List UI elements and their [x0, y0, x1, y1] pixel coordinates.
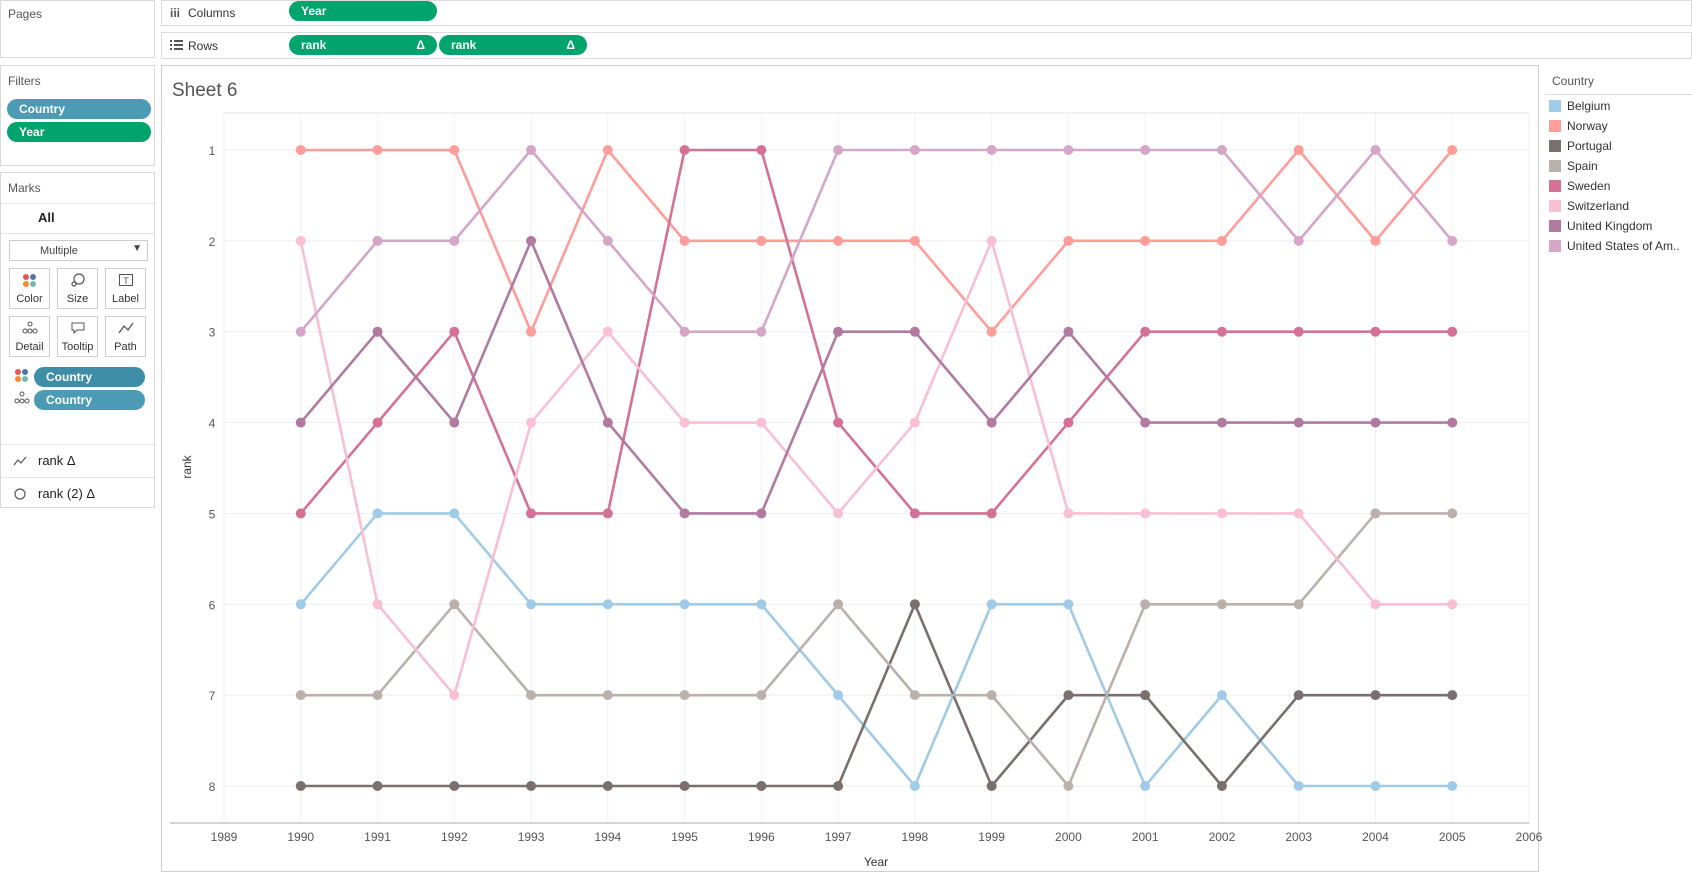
legend-swatch: [1549, 180, 1561, 192]
detail-field-pill[interactable]: Country: [34, 390, 145, 410]
chevron-down-icon: ▼: [132, 243, 142, 254]
legend-label: United Kingdom: [1567, 219, 1653, 233]
color-button[interactable]: Color: [9, 268, 50, 309]
legend-swatch: [1549, 140, 1561, 152]
marks-title: Marks: [8, 181, 41, 195]
filter-pill-country[interactable]: Country: [7, 99, 151, 119]
legend-label: Norway: [1567, 119, 1608, 133]
path-button[interactable]: Path: [105, 316, 146, 357]
mark-type-dropdown[interactable]: Multiple ▼: [9, 240, 148, 261]
rows-pill-rank-1-label: rank: [301, 38, 327, 52]
legend-label: Belgium: [1567, 99, 1611, 113]
columns-label: Columns: [188, 6, 236, 20]
detail-icon: [10, 321, 49, 338]
legend-swatch: [1549, 200, 1561, 212]
measure-tab-rank-label: rank Δ: [38, 453, 76, 468]
filters-title: Filters: [8, 74, 41, 88]
pages-title: Pages: [8, 7, 43, 21]
tooltip-button[interactable]: Tooltip: [57, 316, 98, 357]
svg-text:T: T: [123, 276, 129, 286]
circle-mark-icon: [13, 487, 27, 506]
filters-card: Filters Country Year: [0, 65, 155, 166]
detail-button-label: Detail: [15, 341, 44, 353]
label-icon: T: [106, 273, 145, 290]
legend-swatch: [1549, 100, 1561, 112]
color-dots-icon: [14, 368, 30, 387]
legend-swatch: [1549, 160, 1561, 172]
measure-tab-rank-2-label: rank (2) Δ: [38, 486, 96, 501]
legend-label: Spain: [1567, 159, 1598, 173]
columns-icon: iii: [170, 6, 181, 20]
size-button[interactable]: Size: [57, 268, 98, 309]
line-mark-icon: [13, 454, 27, 472]
path-icon: [106, 321, 145, 338]
pages-card: Pages: [0, 0, 155, 58]
delta-icon: Δ: [416, 38, 425, 52]
legend-panel: Country: [1545, 65, 1692, 256]
legend-swatch: [1549, 240, 1561, 252]
delta-icon: Δ: [566, 38, 575, 52]
mark-type-value: Multiple: [40, 245, 78, 257]
label-button[interactable]: T Label: [105, 268, 146, 309]
marks-card: Marks All Multiple ▼ Color Size T Label …: [0, 172, 155, 508]
rows-pill-rank-1[interactable]: rank Δ: [289, 35, 437, 55]
measure-tab-rank[interactable]: rank Δ: [1, 445, 154, 476]
tooltip-icon: [58, 321, 97, 338]
color-field-pill[interactable]: Country: [34, 367, 145, 387]
detail-button[interactable]: Detail: [9, 316, 50, 357]
rows-pill-rank-2[interactable]: rank Δ: [439, 35, 587, 55]
size-icon: [58, 273, 97, 290]
legend-label: Sweden: [1567, 179, 1611, 193]
legend-label: Switzerland: [1567, 199, 1630, 213]
path-button-label: Path: [114, 341, 137, 353]
marks-divider: [1, 203, 154, 204]
legend-divider: [1545, 94, 1692, 95]
legend-label: United States of Am..: [1567, 239, 1680, 253]
size-button-label: Size: [66, 293, 89, 305]
legend-swatch: [1549, 220, 1561, 232]
color-button-label: Color: [16, 293, 43, 305]
marks-divider-4: [1, 477, 154, 478]
legend-label: Portugal: [1567, 139, 1612, 153]
marks-divider-3: [1, 444, 154, 445]
filter-pill-year[interactable]: Year: [7, 122, 151, 142]
label-button-label: Label: [112, 293, 139, 305]
legend-title: Country: [1552, 74, 1595, 88]
marks-all-tab[interactable]: All: [38, 210, 55, 225]
detail-icon: [14, 391, 30, 410]
rows-pill-rank-2-label: rank: [451, 38, 477, 52]
tooltip-button-label: Tooltip: [61, 341, 94, 353]
columns-pill-year[interactable]: Year: [289, 1, 437, 21]
rows-icon: [170, 38, 183, 56]
measure-tab-rank-2[interactable]: rank (2) Δ: [1, 478, 154, 509]
marks-divider-2: [1, 233, 154, 234]
rows-label: Rows: [188, 39, 219, 53]
sheet-view: [161, 65, 1539, 872]
legend-swatch: [1549, 120, 1561, 132]
color-dots-icon: [10, 273, 49, 290]
sheet-title: Sheet 6: [172, 80, 238, 101]
